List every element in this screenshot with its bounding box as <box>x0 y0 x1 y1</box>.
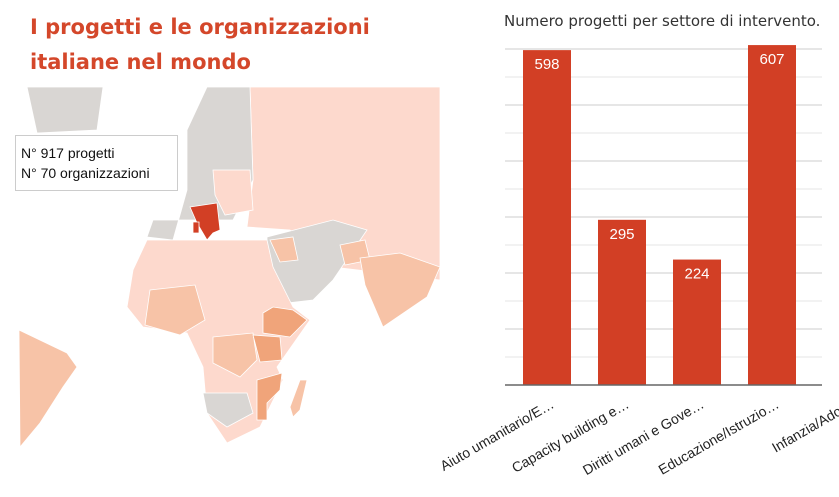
iraq[interactable] <box>269 236 299 263</box>
x-tick-label: Diritti umani e Gove… <box>580 396 707 478</box>
world-map[interactable] <box>0 0 445 450</box>
southern-africa[interactable] <box>202 392 254 428</box>
greenland[interactable] <box>26 86 104 134</box>
uganda-kenya[interactable] <box>252 334 283 363</box>
data-label: 607 <box>759 51 784 68</box>
bar[interactable] <box>598 219 646 385</box>
west-africa[interactable] <box>144 284 206 336</box>
india[interactable] <box>359 252 440 328</box>
bar[interactable] <box>673 259 721 385</box>
bar[interactable] <box>523 50 571 386</box>
south-america[interactable] <box>18 329 78 448</box>
x-tick-label: Educazione/Istruzio… <box>656 396 782 478</box>
congo[interactable] <box>212 332 258 378</box>
x-tick-label: Infanzia/Ado… <box>769 396 839 456</box>
data-label: 295 <box>609 226 634 243</box>
madagascar[interactable] <box>289 379 308 418</box>
ethiopia[interactable] <box>262 306 308 338</box>
page-title: I progetti e le organizzazioni italiane … <box>30 15 370 74</box>
data-label: 224 <box>684 266 709 283</box>
data-label: 598 <box>534 56 559 73</box>
sardinia[interactable] <box>192 221 200 234</box>
eastern-europe[interactable] <box>212 169 254 216</box>
chart-title: Numero progetti per settore di intervent… <box>504 12 821 30</box>
mozambique[interactable] <box>256 372 283 421</box>
map-tooltip: N° 917 progetti N° 70 organizzazioni <box>15 135 178 191</box>
bar[interactable] <box>748 45 796 386</box>
